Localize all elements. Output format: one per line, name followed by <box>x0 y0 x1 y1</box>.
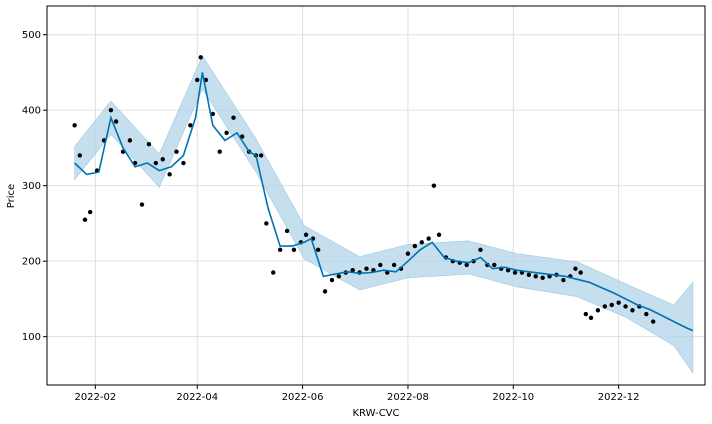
observed-point <box>578 270 583 275</box>
observed-point <box>82 217 88 222</box>
observed-point <box>271 270 276 275</box>
observed-point <box>478 247 483 253</box>
observed-point <box>329 277 335 283</box>
observed-point <box>77 153 83 158</box>
observed-point <box>573 266 578 271</box>
observed-point <box>595 308 601 313</box>
observed-point <box>303 232 309 237</box>
y-tick-label: 200 <box>22 257 41 268</box>
observed-point <box>464 262 469 268</box>
observed-point <box>167 172 172 177</box>
observed-point <box>650 319 656 324</box>
forecast-line <box>74 72 694 332</box>
observed-point <box>391 262 397 268</box>
observed-point <box>588 315 594 321</box>
observed-point <box>623 304 628 309</box>
observed-point <box>113 119 119 124</box>
observed-point <box>264 221 269 226</box>
uncertainty-band-layer <box>74 55 694 374</box>
observed-point <box>153 160 159 166</box>
x-tick-label: 2022-10 <box>492 392 534 403</box>
observed-point <box>540 275 545 280</box>
x-tick-label: 2022-08 <box>387 392 429 403</box>
observed-point <box>231 115 236 120</box>
uncertainty-band <box>74 55 694 374</box>
observed-point <box>291 247 297 253</box>
x-axis-ticks: 2022-02 2022-04 2022-06 2022-08 2022-10 2022-… <box>74 385 640 403</box>
observed-point <box>512 270 518 275</box>
observed-point <box>146 141 152 147</box>
observed-point <box>198 55 203 60</box>
y-tick-label: 300 <box>22 181 41 192</box>
observed-point <box>258 153 264 158</box>
observed-point <box>533 274 538 279</box>
observed-point <box>210 111 215 117</box>
observed-point <box>224 130 229 136</box>
y-tick-label: 400 <box>22 106 41 117</box>
observed-point <box>561 277 566 283</box>
observed-point <box>492 262 497 268</box>
observed-point <box>526 272 532 277</box>
observed-point <box>364 266 369 271</box>
grid <box>47 6 705 385</box>
plot-frame <box>46 5 706 386</box>
observed-point <box>188 123 193 128</box>
forecast-line-layer <box>74 72 694 332</box>
y-axis-title: Price <box>6 184 17 208</box>
x-tick-label: 2022-02 <box>74 392 116 403</box>
observed-point <box>277 247 283 253</box>
observed-point <box>322 289 328 294</box>
observed-point <box>602 304 608 309</box>
observed-point <box>315 247 321 253</box>
observed-point <box>616 300 621 305</box>
y-axis-ticks: 100 200 300 400 500 <box>22 30 47 343</box>
observed-point <box>583 311 589 317</box>
observed-point <box>139 202 145 207</box>
observed-point <box>431 183 437 188</box>
observed-point <box>426 236 431 241</box>
y-tick-label: 500 <box>22 30 41 41</box>
observed-point <box>195 77 200 83</box>
observed-point <box>436 232 442 237</box>
observed-point <box>412 243 418 249</box>
observed-point <box>609 302 614 308</box>
observed-points-layer <box>72 55 656 324</box>
observed-point <box>72 123 77 128</box>
y-tick-label: 100 <box>22 332 41 343</box>
observed-point <box>174 149 179 154</box>
observed-point <box>87 209 93 215</box>
observed-point <box>630 308 635 313</box>
observed-point <box>350 268 355 273</box>
observed-point <box>108 107 114 113</box>
observed-point <box>419 240 424 245</box>
observed-point <box>181 160 186 166</box>
observed-point <box>405 251 411 256</box>
observed-point <box>127 138 133 143</box>
x-axis-title: KRW-CVC <box>353 408 400 419</box>
x-tick-label: 2022-06 <box>282 392 324 403</box>
observed-point <box>284 228 290 234</box>
x-tick-label: 2022-12 <box>598 392 640 403</box>
observed-point <box>160 157 165 162</box>
x-tick-label: 2022-04 <box>176 392 218 403</box>
observed-point <box>336 274 342 279</box>
observed-point <box>644 311 649 317</box>
observed-point <box>378 262 383 268</box>
observed-point <box>217 149 222 154</box>
